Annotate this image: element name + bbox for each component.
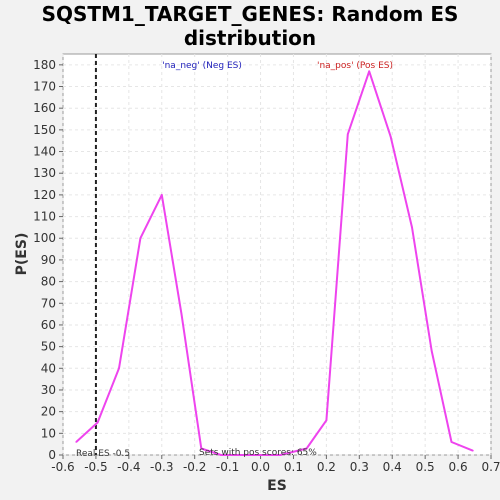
chart-title: SQSTM1_TARGET_GENES: Random ES distribut… [0, 2, 500, 50]
y-tick-label: 150 [33, 123, 56, 137]
x-tick-label: 0.7 [481, 460, 500, 474]
data-point [450, 441, 453, 443]
data-point [411, 226, 413, 229]
x-tick-label: -0.5 [84, 460, 107, 474]
x-tick-label: 0.6 [449, 460, 468, 474]
y-axis-label: P(ES) [14, 233, 30, 276]
series-line [75, 70, 474, 456]
y-tick-label: 80 [41, 275, 56, 289]
x-tick-label: 0.0 [251, 460, 270, 474]
data-layer [75, 54, 474, 456]
legend-neg-label: 'na_neg' (Neg ES) [162, 61, 242, 71]
y-tick-label: 20 [41, 405, 56, 419]
x-axis-label: ES [267, 478, 287, 494]
x-tick-label: 0.3 [350, 460, 369, 474]
x-tick-label: -0.3 [150, 460, 173, 474]
y-tick-label: 170 [33, 80, 56, 94]
real-es-annotation: Real ES -0.5 [76, 449, 130, 459]
y-tick-label: 90 [41, 253, 56, 267]
data-point [325, 419, 328, 422]
y-tick-label: 0 [48, 448, 56, 462]
data-point [160, 194, 163, 196]
data-point [368, 70, 370, 73]
y-tick-label: 30 [41, 383, 56, 397]
x-tick-label: 0.2 [317, 460, 336, 474]
data-point [96, 421, 99, 424]
y-tick-label: 40 [41, 361, 56, 375]
data-point [430, 350, 433, 352]
x-tick-label: -0.1 [216, 460, 239, 474]
data-point [259, 454, 262, 456]
y-tick-label: 100 [33, 231, 56, 245]
y-tick-label: 70 [41, 296, 56, 310]
data-point [346, 133, 349, 135]
x-tick-label: -0.2 [183, 460, 206, 474]
data-point [180, 313, 183, 315]
y-tick-label: 60 [41, 318, 56, 332]
x-tick-label: -0.6 [51, 460, 74, 474]
axes: 0 10 20 30 40 50 60 70 80 90 100 110 120 130 140 150 160… [33, 58, 500, 474]
data-point [389, 135, 392, 138]
y-tick-label: 120 [33, 188, 56, 202]
pos-scores-annotation: Sets with pos scores: 65% [199, 448, 317, 458]
x-tick-label: 0.5 [416, 460, 435, 474]
data-point [305, 447, 308, 450]
y-tick-label: 10 [41, 426, 56, 440]
y-tick-label: 140 [33, 145, 56, 159]
data-point [220, 454, 222, 456]
data-point [200, 447, 203, 450]
y-tick-label: 50 [41, 340, 56, 354]
y-tick-label: 110 [33, 210, 56, 224]
chart-title-line1: SQSTM1_TARGET_GENES: Random ES [41, 2, 459, 26]
data-point [139, 237, 142, 240]
x-tick-label: 0.4 [383, 460, 402, 474]
x-tick-label: -0.4 [117, 460, 140, 474]
legend-pos-label: 'na_pos' (Pos ES) [317, 61, 393, 71]
data-point [118, 367, 120, 370]
data-point [279, 454, 282, 456]
y-tick-label: 130 [33, 166, 56, 180]
y-tick-label: 160 [33, 101, 56, 115]
y-tick-label: 180 [33, 58, 56, 72]
grid [62, 54, 492, 456]
x-tick-label: 0.1 [284, 460, 303, 474]
data-point [472, 449, 474, 452]
data-point [239, 454, 242, 456]
data-point [75, 441, 77, 443]
chart-title-line2: distribution [183, 26, 317, 50]
plot-area [62, 53, 492, 456]
